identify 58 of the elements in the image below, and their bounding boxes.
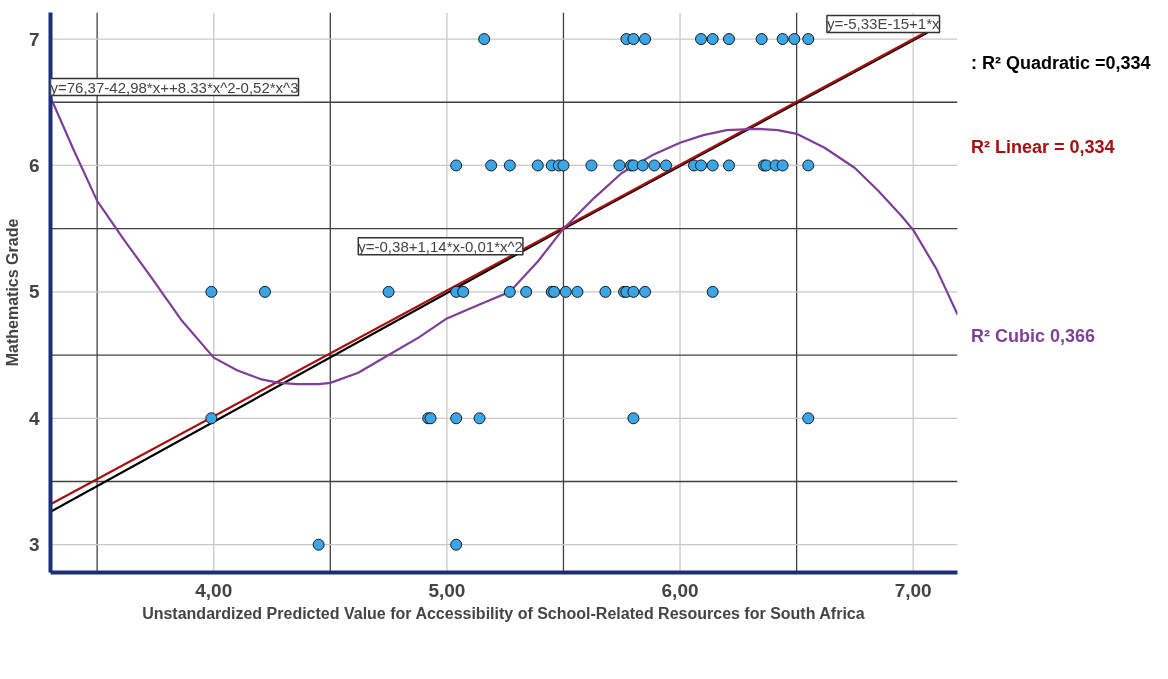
x-tick-label: 5,00 <box>428 579 466 601</box>
point <box>205 412 218 425</box>
point <box>776 33 789 46</box>
point <box>723 159 735 172</box>
point <box>485 159 498 172</box>
point <box>706 33 719 46</box>
point <box>802 159 815 172</box>
y-tick-label: 3 <box>28 534 40 556</box>
point <box>473 412 486 425</box>
point <box>205 285 218 298</box>
point <box>755 33 768 46</box>
y-axis-title: Mathematics Grade <box>3 218 21 367</box>
point <box>723 33 735 46</box>
point <box>478 33 491 46</box>
point <box>450 412 463 425</box>
y-tick-label: 4 <box>28 407 40 429</box>
series-label: R² Cubic 0,366 <box>971 325 1096 348</box>
point <box>585 159 598 172</box>
point <box>802 412 815 425</box>
x-tick-label: 6,00 <box>661 579 699 601</box>
x-tick-label: 4,00 <box>195 579 233 601</box>
point <box>639 285 652 298</box>
point <box>382 285 395 298</box>
point <box>450 538 463 551</box>
point <box>531 159 544 172</box>
point <box>503 159 516 172</box>
point <box>520 285 533 298</box>
point <box>706 159 719 172</box>
point <box>788 33 801 46</box>
point <box>776 159 789 172</box>
point <box>660 159 673 172</box>
point <box>706 285 719 298</box>
point <box>627 412 640 425</box>
point <box>599 285 612 298</box>
text: R² Linear = 0,334 <box>971 136 1115 159</box>
point <box>627 33 640 46</box>
point <box>639 33 652 46</box>
point <box>312 538 325 551</box>
point <box>559 285 572 298</box>
y-tick-label: 6 <box>28 154 40 176</box>
y-tick-label: 5 <box>28 281 40 303</box>
point <box>503 285 516 298</box>
y-tick-label: 7 <box>28 28 40 50</box>
point <box>457 285 470 298</box>
point <box>648 159 661 172</box>
point <box>557 159 570 172</box>
point <box>613 159 626 172</box>
point <box>627 285 640 298</box>
point <box>450 159 463 172</box>
x-axis-title: Unstandardized Predicted Value for Accessibility of School-Related Resources for South Africa <box>142 604 865 622</box>
point <box>636 159 649 172</box>
point <box>695 33 708 46</box>
point <box>695 159 708 172</box>
point <box>259 285 272 298</box>
point <box>802 33 815 46</box>
point <box>571 285 584 298</box>
text: : R² Quadratic =0,334 <box>971 52 1151 75</box>
x-tick-label: 7,00 <box>894 579 932 601</box>
